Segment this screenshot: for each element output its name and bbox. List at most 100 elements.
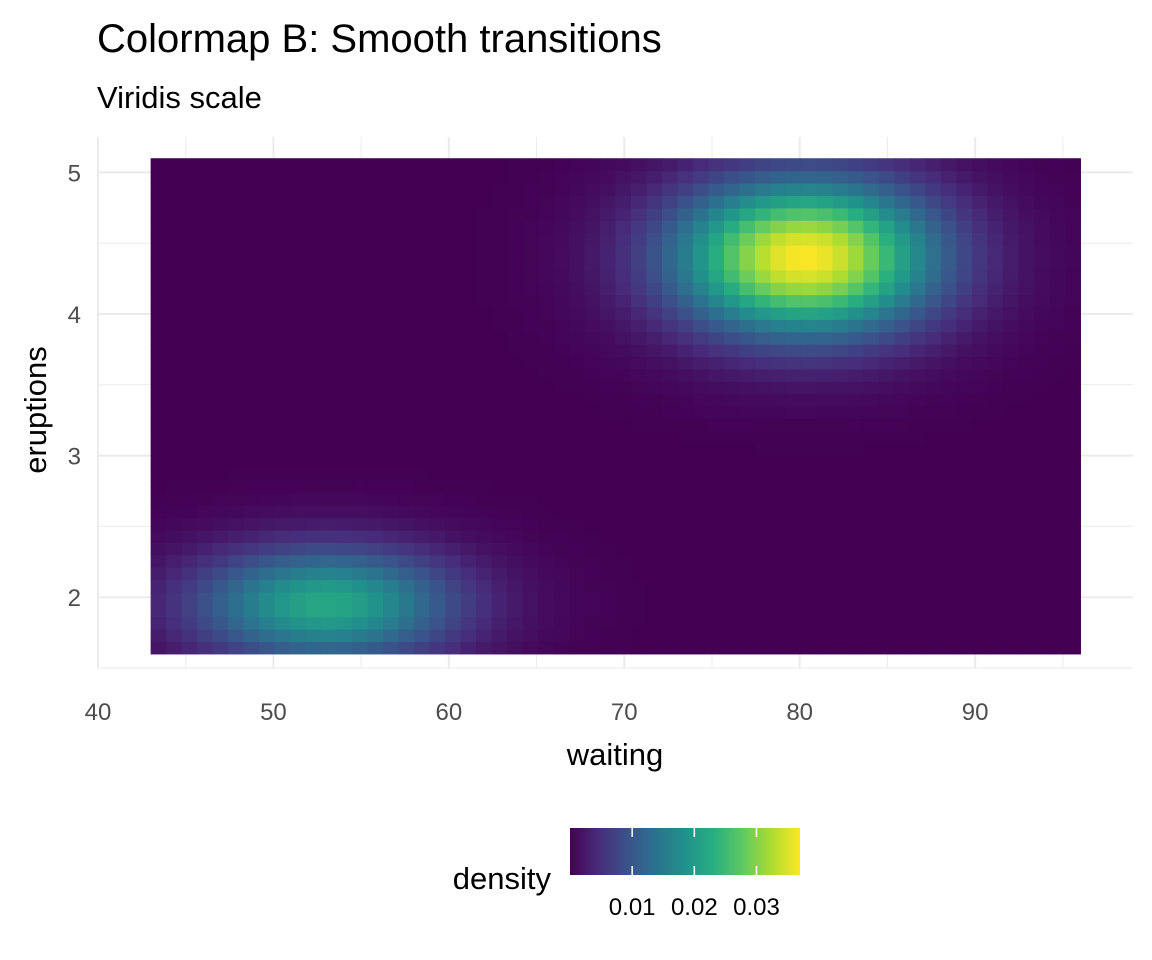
heatmap-cell [708,170,725,184]
heatmap-cell [1049,406,1066,420]
heatmap-cell [274,554,291,568]
heatmap-cell [909,529,927,543]
heatmap-cell [383,319,400,333]
heatmap-cell [290,356,307,370]
heatmap-cell [1033,629,1050,643]
heatmap-cell [909,232,927,246]
heatmap-cell [925,567,942,581]
heatmap-cell [801,492,818,506]
heatmap-cell [429,183,446,197]
heatmap-cell [274,368,291,382]
heatmap-cell [352,492,369,506]
heatmap-cell [352,220,369,234]
heatmap-cell [1064,170,1081,184]
heatmap-cell [150,604,167,618]
heatmap-cell [878,269,896,283]
heatmap-cell [832,232,849,246]
heatmap-cell [476,344,493,358]
heatmap-cell [754,542,772,556]
heatmap-cell [909,344,927,358]
heatmap-cell [197,331,214,345]
heatmap-cell [1049,269,1066,283]
heatmap-cell [352,591,369,605]
heatmap-cell [847,579,865,593]
heatmap-cell [909,616,927,630]
heatmap-cell [150,455,167,469]
heatmap-cell [305,492,322,506]
heatmap-cell [197,306,214,320]
heatmap-cell [228,294,245,308]
heatmap-cell [692,294,710,308]
heatmap-cell [150,542,167,556]
heatmap-cell [243,207,260,221]
heatmap-cell [677,331,694,345]
heatmap-cell [491,170,508,184]
heatmap-cell [754,393,772,407]
heatmap-cell [863,616,880,630]
heatmap-cell [661,331,679,345]
heatmap-cell [352,480,369,494]
heatmap-cell [615,505,632,519]
heatmap-cell [290,158,307,172]
heatmap-cell [816,269,834,283]
heatmap-cell [243,492,260,506]
heatmap-cell [956,492,973,506]
heatmap-cell [476,381,493,395]
heatmap-cell [863,344,880,358]
heatmap-cell [1033,158,1050,172]
heatmap-cell [1033,455,1050,469]
heatmap-cell [600,616,617,630]
heatmap-cell [739,158,756,172]
heatmap-cell [491,158,508,172]
heatmap-cell [243,381,260,395]
heatmap-cell [476,467,493,481]
heatmap-cell [569,282,586,296]
heatmap-cell [1049,368,1066,382]
heatmap-cell [197,356,214,370]
heatmap-cell [863,331,880,345]
heatmap-cell [491,579,508,593]
heatmap-cell [181,356,198,370]
heatmap-cell [708,517,725,531]
heatmap-cell [445,629,462,643]
heatmap-cell [661,319,679,333]
heatmap-cell [1033,641,1050,655]
heatmap-cell [445,554,462,568]
heatmap-cell [723,257,741,271]
heatmap-cell [1002,331,1019,345]
heatmap-cell [863,269,880,283]
heatmap-cell [956,183,973,197]
heatmap-cell [243,641,260,655]
heatmap-cell [228,158,245,172]
heatmap-cell [460,207,477,221]
heatmap-cell [305,480,322,494]
heatmap-cell [723,567,741,581]
heatmap-cell [321,207,338,221]
heatmap-cell [615,170,632,184]
heatmap-cell [259,170,276,184]
heatmap-cell [708,418,725,432]
heatmap-cell [398,529,415,543]
heatmap-cell [460,319,477,333]
heatmap-cell [956,381,973,395]
heatmap-cell [971,356,988,370]
heatmap-cell [507,344,524,358]
heatmap-cell [429,331,446,345]
heatmap-cell [367,331,384,345]
heatmap-cell [445,430,462,444]
heatmap-cell [538,344,555,358]
heatmap-cell [212,629,229,643]
heatmap-cell [321,529,338,543]
heatmap-cell [166,505,183,519]
heatmap-cell [971,591,988,605]
heatmap-cell [569,183,586,197]
heatmap-cell [414,381,431,395]
heatmap-cell [584,529,601,543]
heatmap-cell [600,629,617,643]
heatmap-cell [383,480,400,494]
heatmap-cell [491,467,508,481]
heatmap-cell [305,567,322,581]
heatmap-cell [894,393,911,407]
heatmap-cell [476,406,493,420]
heatmap-cell [507,393,524,407]
